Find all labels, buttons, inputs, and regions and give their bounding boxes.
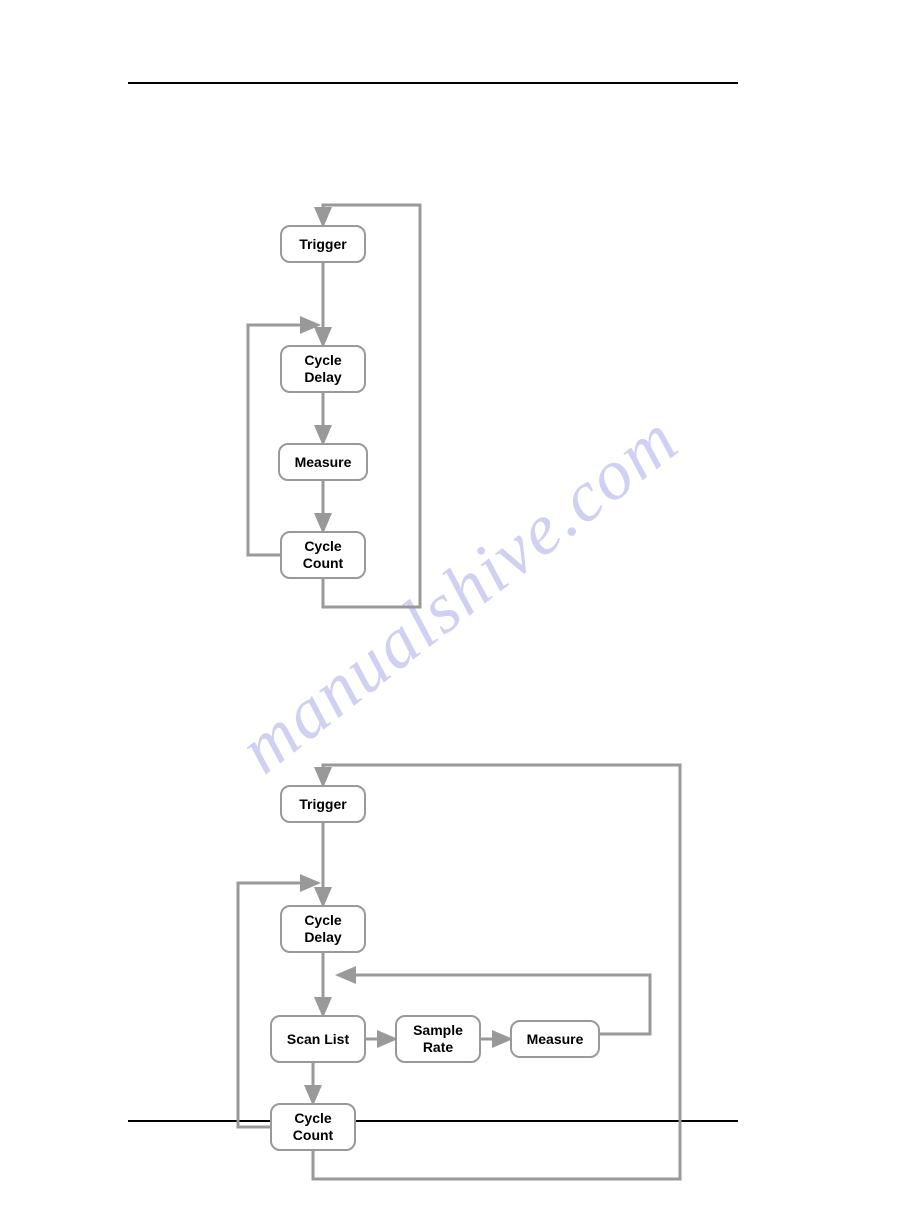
flowchart-diagram-2: Trigger CycleDelay Scan List SampleRate … — [230, 755, 700, 1185]
node-trigger: Trigger — [280, 225, 366, 263]
node-measure: Measure — [510, 1020, 600, 1058]
flowchart-diagram-1: Trigger CycleDelay Measure CycleCount — [230, 195, 430, 625]
node-trigger: Trigger — [280, 785, 366, 823]
node-cycle-delay: CycleDelay — [280, 345, 366, 393]
top-divider — [128, 82, 738, 84]
node-cycle-count: CycleCount — [270, 1103, 356, 1151]
node-sample-rate: SampleRate — [395, 1015, 481, 1063]
node-cycle-count: CycleCount — [280, 531, 366, 579]
node-measure: Measure — [278, 443, 368, 481]
node-scan-list: Scan List — [270, 1015, 366, 1063]
node-cycle-delay: CycleDelay — [280, 905, 366, 953]
